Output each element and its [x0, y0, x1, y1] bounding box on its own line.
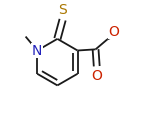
Text: O: O	[91, 68, 102, 83]
Text: S: S	[58, 3, 67, 17]
Text: O: O	[108, 25, 119, 39]
Text: N: N	[31, 44, 42, 57]
